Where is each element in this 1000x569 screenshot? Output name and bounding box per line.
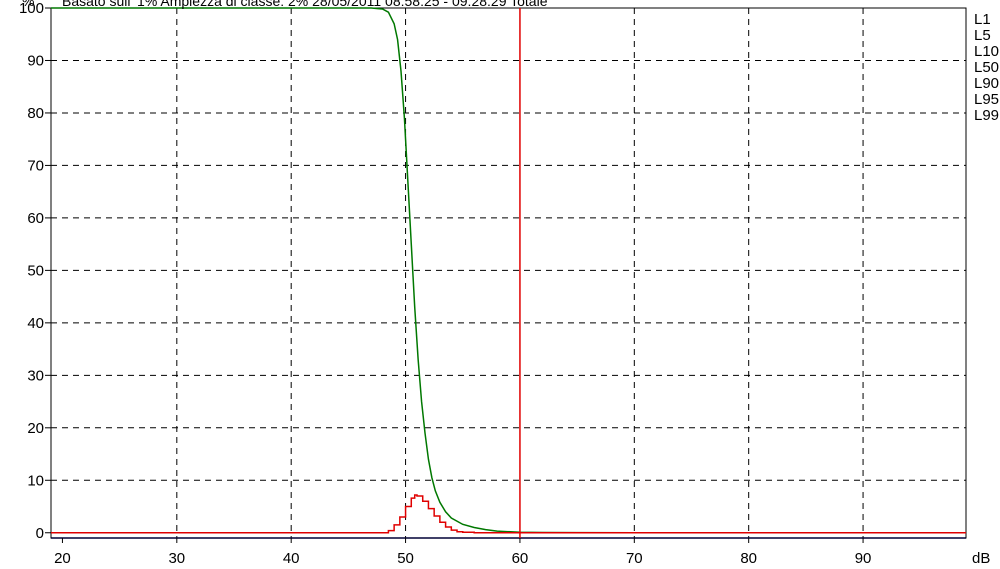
legend-entry: L50 xyxy=(974,59,999,76)
y-tick-label: 80 xyxy=(27,105,44,122)
legend-entry: L90 xyxy=(974,75,999,92)
y-axis-label: % xyxy=(22,0,34,9)
x-tick-label: 50 xyxy=(397,550,414,567)
legend-entry: L99 xyxy=(974,107,999,124)
series-line-1 xyxy=(51,494,966,534)
x-tick-label: 40 xyxy=(283,550,300,567)
y-tick-label: 40 xyxy=(27,315,44,332)
y-tick-label: 90 xyxy=(27,52,44,69)
legend-entry: L1 xyxy=(974,11,991,28)
y-tick-label: 100 xyxy=(19,0,44,17)
legend-entry: L10 xyxy=(974,43,999,60)
y-axis-ticks: 0 10 20 30 40 50 60 70 80 90 100 xyxy=(19,0,51,542)
x-tick-label: 20 xyxy=(54,550,71,567)
x-tick-label: 70 xyxy=(626,550,643,567)
y-tick-label: 70 xyxy=(27,157,44,174)
plot-area xyxy=(50,7,967,539)
y-tick-label: 50 xyxy=(27,262,44,279)
y-tick-label: 30 xyxy=(27,367,44,384)
grid-lines xyxy=(51,8,966,539)
y-tick-label: 10 xyxy=(27,472,44,489)
y-tick-label: 60 xyxy=(27,210,44,227)
y-tick-label: 20 xyxy=(27,420,44,437)
y-tick-label: 0 xyxy=(36,525,44,542)
x-tick-label: 30 xyxy=(168,550,185,567)
legend-entry: L5 xyxy=(974,27,991,44)
x-axis-ticks: 20 30 40 50 60 70 80 90 xyxy=(54,538,871,567)
x-tick-label: 80 xyxy=(740,550,757,567)
x-tick-label: 60 xyxy=(512,550,529,567)
chart-title: Basato sull' 1% Ampiezza di classe: 2% 2… xyxy=(62,0,548,9)
x-axis-label: dB xyxy=(972,550,990,567)
legend-entry: L95 xyxy=(974,91,999,108)
x-tick-label: 90 xyxy=(855,550,872,567)
